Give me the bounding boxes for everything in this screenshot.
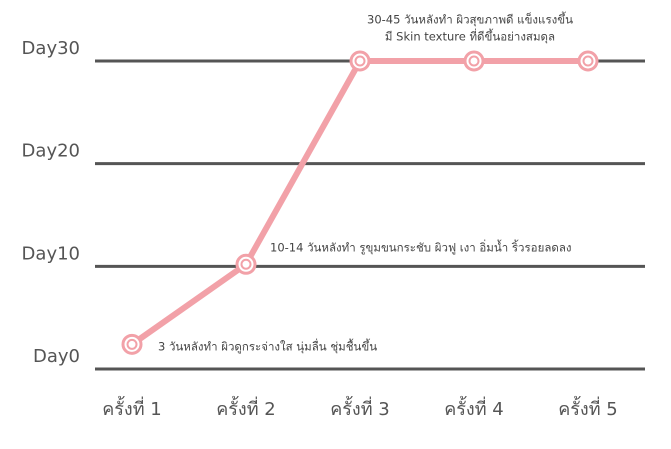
point-inner [468, 55, 480, 67]
annotation: 30-45 วันหลังทำ ผิวสุขภาพดี แข็งแรงขึ้น [367, 12, 573, 27]
x-tick-label: ครั้งที่ 2 [216, 396, 276, 420]
x-tick-label: ครั้งที่ 5 [558, 396, 618, 420]
point [463, 50, 485, 72]
x-tick-label: ครั้งที่ 3 [330, 396, 390, 420]
point-inner [582, 55, 594, 67]
line [130, 58, 588, 347]
point-inner [240, 258, 252, 270]
point [121, 333, 143, 355]
point [235, 253, 257, 275]
y-tick-label: Day10 [22, 243, 80, 264]
annotation: มี Skin texture ที่ดีขึ้นอย่างสมดุล [385, 29, 555, 44]
x-tick-label: ครั้งที่ 1 [102, 396, 162, 420]
annotation: 10-14 วันหลังทำ รูขุมขนกระชับ ผิวฟู เงา … [270, 240, 572, 255]
point [349, 50, 371, 72]
y-tick-label: Day20 [22, 141, 80, 162]
y-tick-label: Day0 [33, 346, 80, 367]
x-tick-label: ครั้งที่ 4 [444, 396, 504, 420]
point-inner [126, 338, 138, 350]
y-tick-label: Day30 [22, 38, 80, 59]
point-inner [354, 55, 366, 67]
annotation: 3 วันหลังทำ ผิวดูกระจ่างใส นุ่มลื่น ชุ่ม… [158, 339, 377, 354]
point [577, 50, 599, 72]
